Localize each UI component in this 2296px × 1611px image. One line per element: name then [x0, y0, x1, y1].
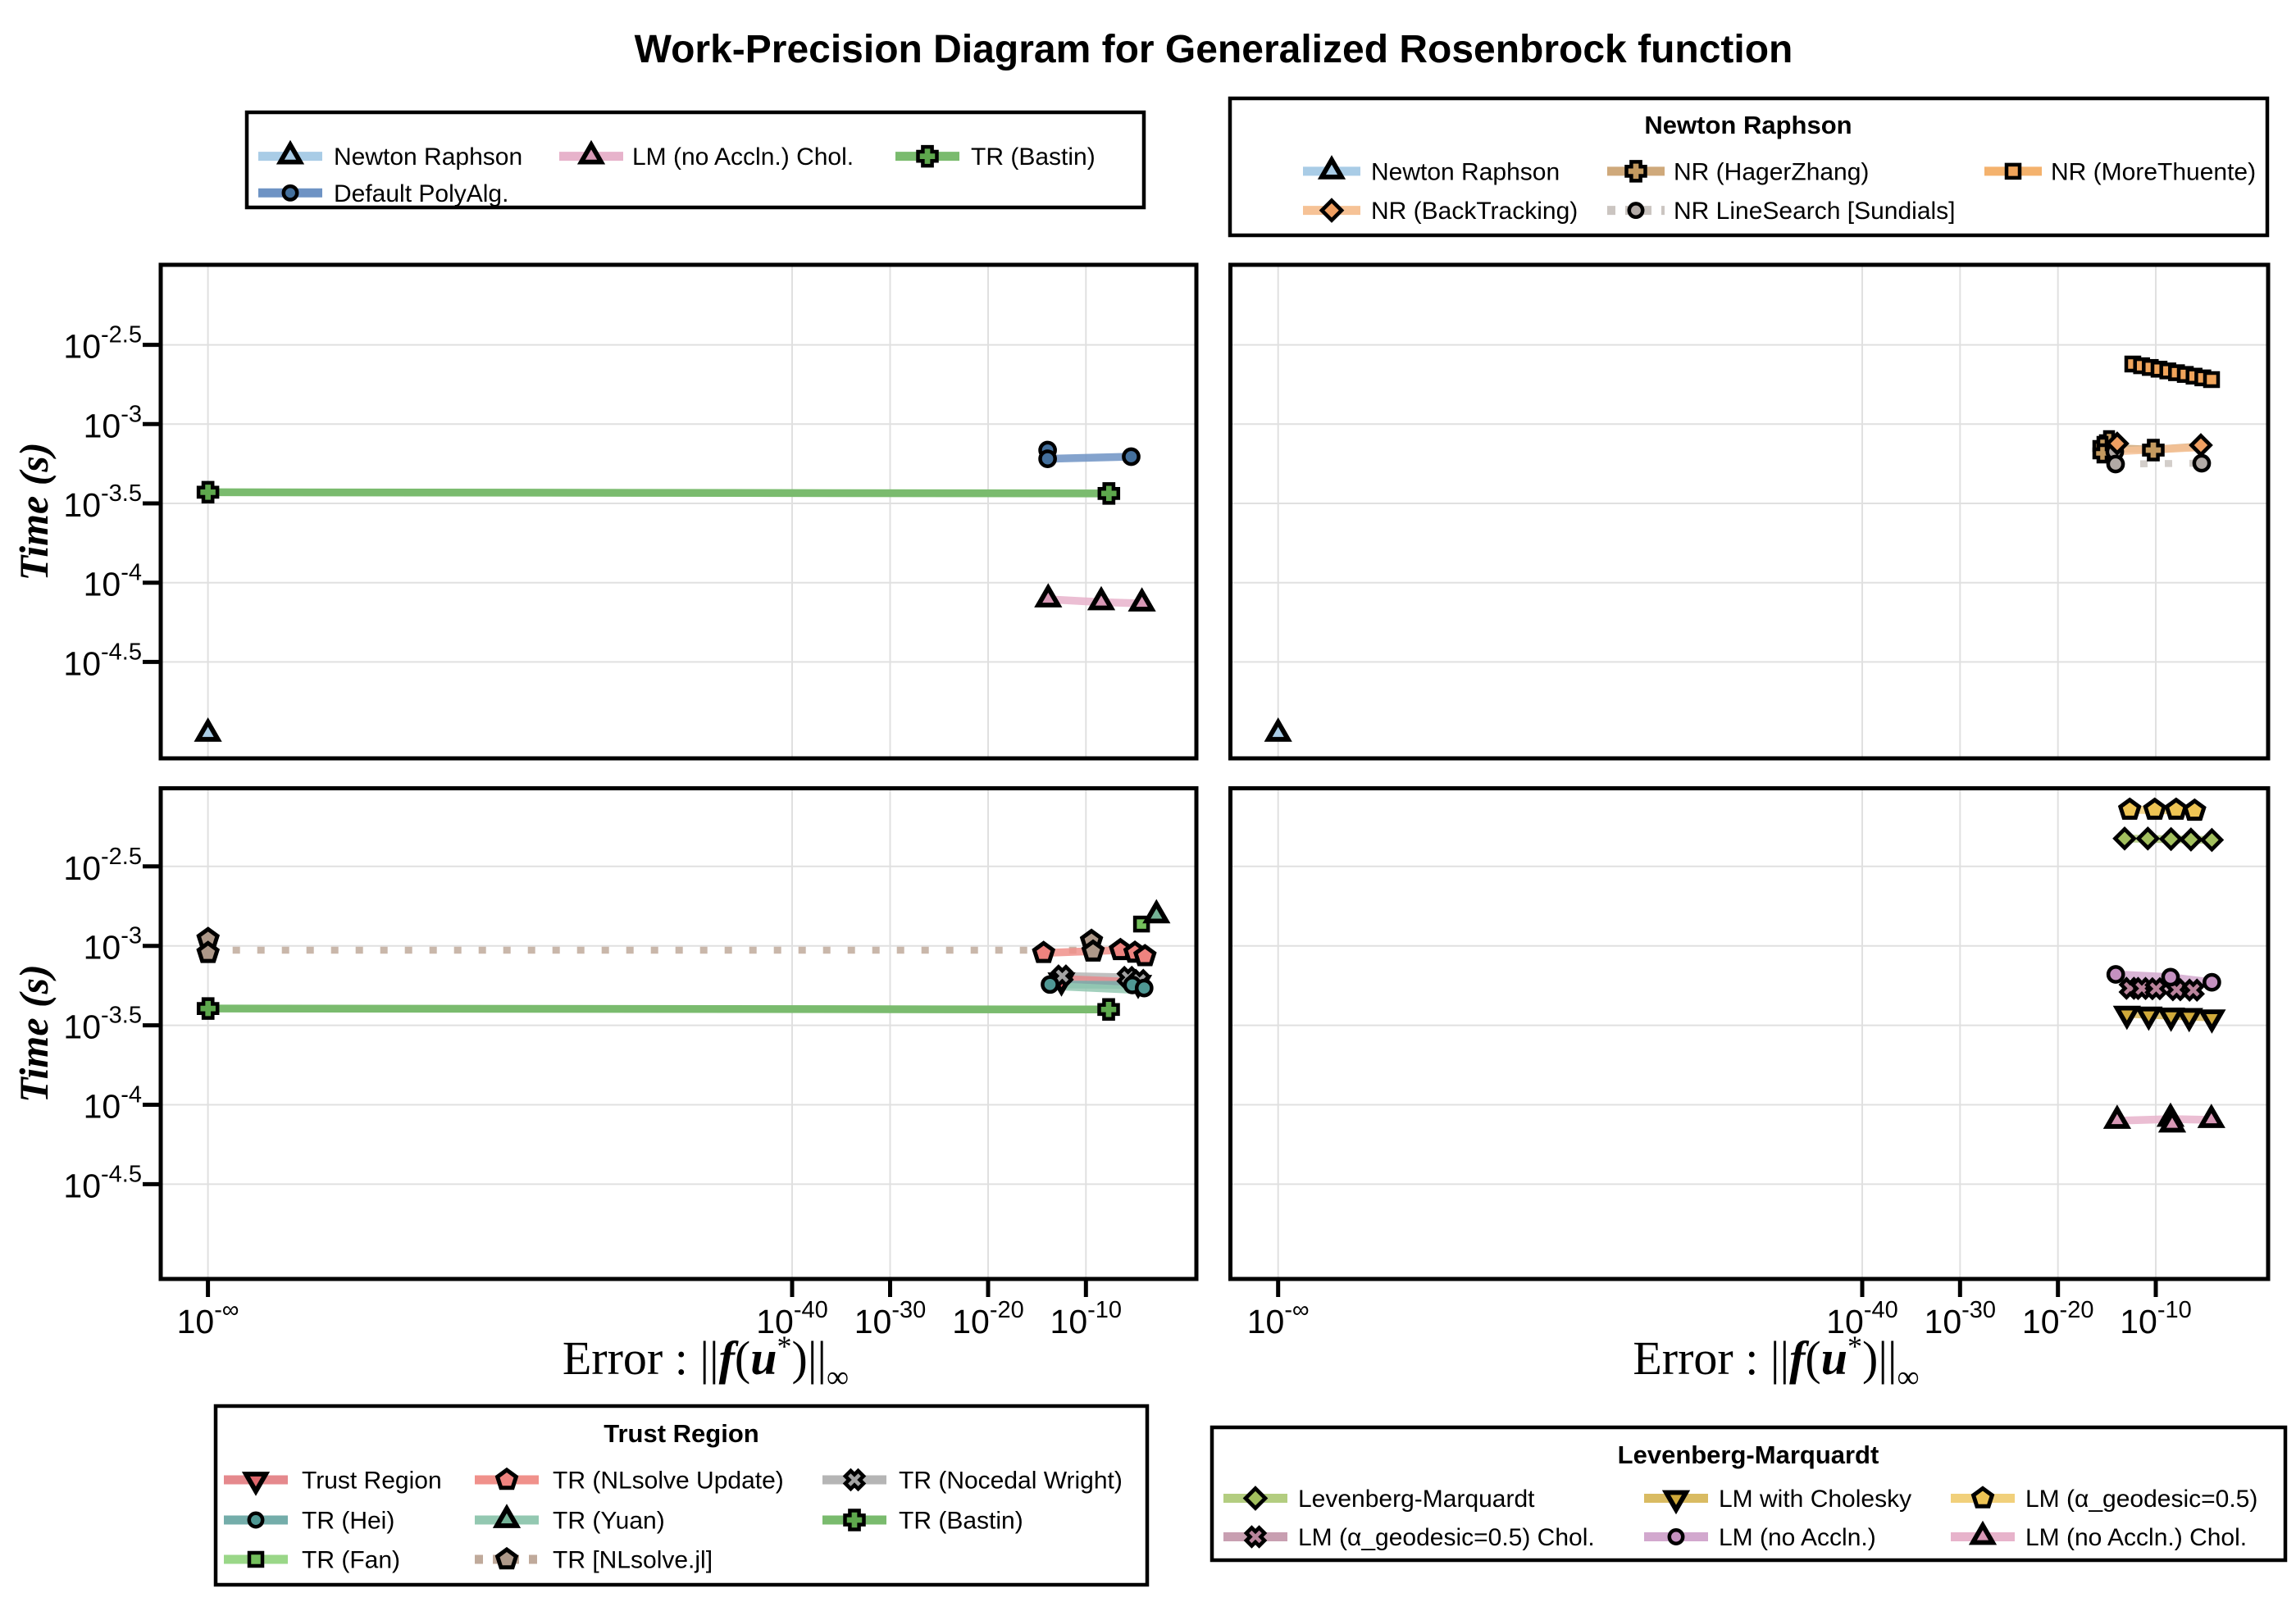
svg-text:TR (Bastin): TR (Bastin) [899, 1508, 1023, 1535]
svg-text:10-40: 10-40 [1826, 1297, 1898, 1340]
svg-text:Time (s): Time (s) [11, 964, 57, 1103]
svg-text:Newton Raphson: Newton Raphson [1644, 111, 1852, 139]
svg-text:10-10: 10-10 [2120, 1297, 2192, 1340]
svg-text:10-20: 10-20 [952, 1297, 1024, 1340]
svg-text:LM (α_geodesic=0.5) Chol.: LM (α_geodesic=0.5) Chol. [1298, 1524, 1595, 1551]
svg-text:10-30: 10-30 [854, 1297, 927, 1340]
svg-text:NR (HagerZhang): NR (HagerZhang) [1674, 158, 1869, 185]
svg-text:TR (Nocedal Wright): TR (Nocedal Wright) [899, 1468, 1123, 1495]
svg-text:LM (no Accln.): LM (no Accln.) [1719, 1524, 1876, 1551]
svg-text:NR (BackTracking): NR (BackTracking) [1371, 198, 1578, 225]
svg-text:Error : ||f(u*)||∞: Error : ||f(u*)||∞ [1633, 1330, 1919, 1395]
svg-text:Default PolyAlg.: Default PolyAlg. [334, 180, 508, 207]
svg-text:10-4.5: 10-4.5 [63, 639, 142, 682]
svg-text:Newton Raphson: Newton Raphson [1371, 158, 1560, 185]
svg-text:Work-Precision Diagram for Gen: Work-Precision Diagram for Generalized R… [635, 28, 1793, 71]
svg-text:Newton Raphson: Newton Raphson [334, 143, 522, 171]
svg-text:LM (α_geodesic=0.5): LM (α_geodesic=0.5) [2025, 1486, 2257, 1513]
svg-text:LM (no Accln.) Chol.: LM (no Accln.) Chol. [632, 143, 854, 171]
svg-text:Error : ||f(u*)||∞: Error : ||f(u*)||∞ [563, 1330, 849, 1395]
svg-text:Trust Region: Trust Region [604, 1419, 758, 1448]
svg-text:NR (MoreThuente): NR (MoreThuente) [2051, 158, 2256, 185]
svg-text:TR (Yuan): TR (Yuan) [553, 1508, 665, 1535]
svg-text:LM with Cholesky: LM with Cholesky [1719, 1486, 1911, 1513]
svg-text:Levenberg-Marquardt: Levenberg-Marquardt [1298, 1486, 1535, 1513]
svg-text:NR LineSearch [Sundials]: NR LineSearch [Sundials] [1674, 198, 1956, 225]
svg-text:TR (Hei): TR (Hei) [302, 1508, 394, 1535]
svg-text:TR (Fan): TR (Fan) [302, 1547, 400, 1574]
svg-text:TR (NLsolve Update): TR (NLsolve Update) [553, 1468, 784, 1495]
svg-text:TR (Bastin): TR (Bastin) [971, 143, 1096, 171]
svg-text:10-4: 10-4 [84, 560, 142, 603]
svg-text:Levenberg-Marquardt: Levenberg-Marquardt [1618, 1440, 1879, 1469]
svg-text:LM (no Accln.) Chol.: LM (no Accln.) Chol. [2025, 1524, 2247, 1551]
svg-text:Time (s): Time (s) [11, 443, 57, 581]
svg-text:TR [NLsolve.jl]: TR [NLsolve.jl] [553, 1547, 713, 1574]
svg-text:Trust Region: Trust Region [302, 1468, 442, 1495]
